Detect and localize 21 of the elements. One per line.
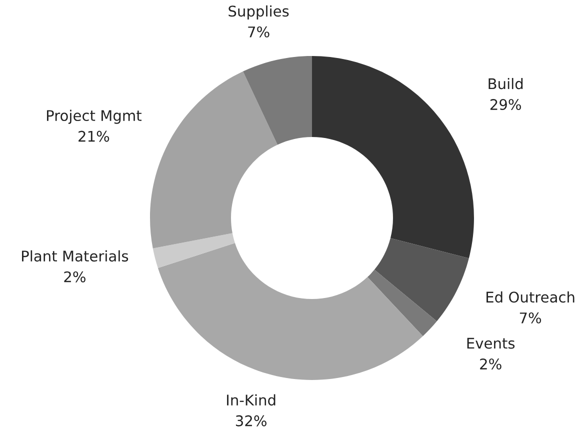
data-label: 21% bbox=[78, 130, 110, 142]
donut-slice bbox=[312, 56, 474, 258]
data-label: 2% bbox=[480, 358, 502, 370]
data-label: 32% bbox=[236, 415, 266, 426]
donut-slice bbox=[374, 238, 469, 322]
donut-slice bbox=[158, 243, 423, 380]
slice-label: Plant Materials bbox=[22, 250, 128, 262]
donut-slice bbox=[243, 56, 312, 145]
donut-slice bbox=[367, 270, 437, 336]
data-label: 7% bbox=[248, 26, 270, 38]
data-label: 29% bbox=[490, 99, 521, 110]
slice-label: Events bbox=[467, 338, 515, 349]
donut-slice bbox=[150, 71, 278, 248]
slice-label: Project Mgmt bbox=[46, 110, 142, 124]
slice-label: In-Kind bbox=[227, 394, 276, 406]
data-label: 7% bbox=[520, 312, 542, 324]
donut-slice bbox=[152, 233, 235, 268]
slice-label: Supplies bbox=[228, 5, 289, 20]
slice-label: Build bbox=[488, 78, 523, 90]
slice-label: Ed Outreach bbox=[486, 291, 574, 303]
data-label: 2% bbox=[64, 271, 86, 282]
